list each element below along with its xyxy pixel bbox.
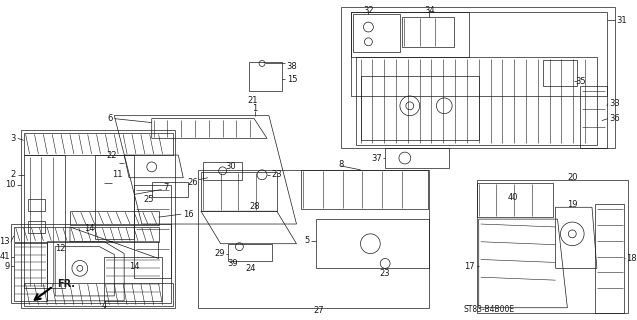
Text: 23: 23 <box>380 269 390 278</box>
Text: 18: 18 <box>626 254 637 263</box>
Text: 20: 20 <box>567 173 578 182</box>
Text: 15: 15 <box>287 75 297 84</box>
Text: 28: 28 <box>250 202 261 211</box>
Text: 27: 27 <box>314 306 324 315</box>
Text: 40: 40 <box>508 193 519 202</box>
Text: 4: 4 <box>102 301 107 310</box>
Text: 41: 41 <box>0 252 10 261</box>
Text: 34: 34 <box>424 6 435 15</box>
Text: 24: 24 <box>245 264 255 273</box>
Text: 25: 25 <box>144 195 154 204</box>
Bar <box>27 221 45 233</box>
Text: 30: 30 <box>225 162 236 172</box>
Text: 8: 8 <box>338 160 343 169</box>
Text: 3: 3 <box>10 134 16 143</box>
Text: 6: 6 <box>107 114 112 123</box>
Text: 2: 2 <box>11 170 16 179</box>
Text: 35: 35 <box>575 77 586 86</box>
Text: 10: 10 <box>5 180 16 189</box>
Text: 11: 11 <box>112 170 123 179</box>
Text: 16: 16 <box>183 210 194 219</box>
Text: 29: 29 <box>214 249 225 258</box>
Text: 5: 5 <box>304 236 310 245</box>
Text: 19: 19 <box>567 200 578 209</box>
Text: FR.: FR. <box>57 279 75 289</box>
Text: 17: 17 <box>464 262 475 271</box>
Text: 7: 7 <box>164 183 169 192</box>
Text: 12: 12 <box>55 244 66 253</box>
Text: 26: 26 <box>187 178 198 187</box>
Text: 39: 39 <box>227 259 238 268</box>
Text: 38: 38 <box>287 62 297 71</box>
Text: 33: 33 <box>610 99 620 108</box>
Text: 37: 37 <box>371 154 382 163</box>
Text: 23: 23 <box>272 170 283 179</box>
Text: 21: 21 <box>247 96 257 105</box>
Text: 14: 14 <box>85 224 95 234</box>
Text: 14: 14 <box>129 262 140 271</box>
Text: 13: 13 <box>0 237 10 246</box>
Text: 22: 22 <box>107 151 117 160</box>
Text: 9: 9 <box>4 262 10 271</box>
Text: 31: 31 <box>617 16 627 25</box>
Text: 1: 1 <box>252 104 258 113</box>
Bar <box>27 199 45 211</box>
Text: 32: 32 <box>363 6 374 15</box>
Text: ST83-B4B00E: ST83-B4B00E <box>463 305 514 314</box>
Text: 36: 36 <box>610 114 620 123</box>
